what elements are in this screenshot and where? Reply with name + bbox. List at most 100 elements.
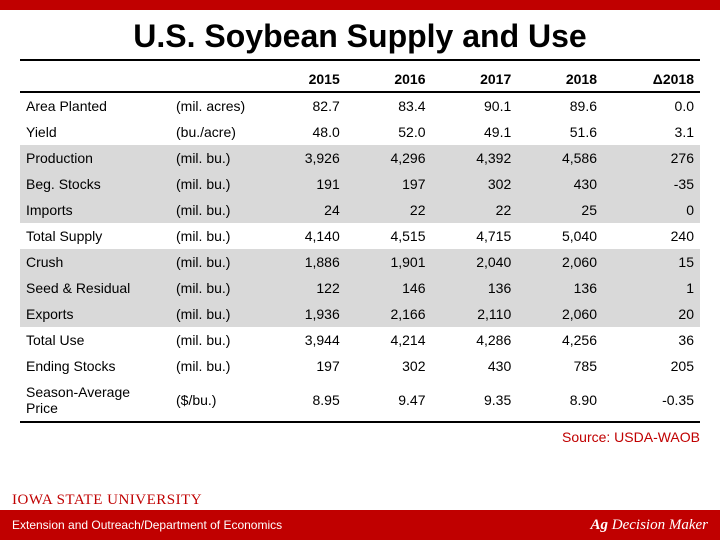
row-unit: (mil. bu.)	[170, 145, 260, 171]
row-unit: (mil. bu.)	[170, 223, 260, 249]
row-value: 20	[603, 301, 700, 327]
supply-use-table-container: 2015 2016 2017 2018 Δ2018 Area Planted(m…	[20, 67, 700, 423]
table-row: Crush(mil. bu.)1,8861,9012,0402,06015	[20, 249, 700, 275]
row-value: 4,214	[346, 327, 432, 353]
row-value: 4,515	[346, 223, 432, 249]
table-row: Ending Stocks(mil. bu.)197302430785205	[20, 353, 700, 379]
row-value: 82.7	[260, 92, 346, 119]
row-label: Total Use	[20, 327, 170, 353]
row-value: 240	[603, 223, 700, 249]
row-value: 4,140	[260, 223, 346, 249]
table-row: Beg. Stocks(mil. bu.)191197302430-35	[20, 171, 700, 197]
row-value: 22	[432, 197, 518, 223]
row-value: 15	[603, 249, 700, 275]
table-row: Imports(mil. bu.)242222250	[20, 197, 700, 223]
row-value: 1,936	[260, 301, 346, 327]
footer-right-ag: Ag	[591, 517, 609, 533]
page-title: U.S. Soybean Supply and Use	[20, 10, 700, 61]
row-value: 4,392	[432, 145, 518, 171]
row-value: 146	[346, 275, 432, 301]
row-label: Season-Average Price	[20, 379, 170, 422]
row-unit: (mil. bu.)	[170, 327, 260, 353]
row-value: 2,110	[432, 301, 518, 327]
row-value: 136	[517, 275, 603, 301]
row-value: 9.47	[346, 379, 432, 422]
row-value: 4,256	[517, 327, 603, 353]
col-header-2017: 2017	[432, 67, 518, 92]
row-value: 302	[346, 353, 432, 379]
row-value: 2,166	[346, 301, 432, 327]
row-label: Exports	[20, 301, 170, 327]
row-value: 191	[260, 171, 346, 197]
row-label: Beg. Stocks	[20, 171, 170, 197]
row-value: 136	[432, 275, 518, 301]
row-value: 89.6	[517, 92, 603, 119]
row-value: 3.1	[603, 119, 700, 145]
col-header-blank2	[170, 67, 260, 92]
row-unit: (bu./acre)	[170, 119, 260, 145]
table-row: Area Planted(mil. acres)82.783.490.189.6…	[20, 92, 700, 119]
table-body: Area Planted(mil. acres)82.783.490.189.6…	[20, 92, 700, 422]
footer-bar: Extension and Outreach/Department of Eco…	[0, 510, 720, 540]
table-row: Season-Average Price($/bu.)8.959.479.358…	[20, 379, 700, 422]
row-value: 51.6	[517, 119, 603, 145]
row-unit: (mil. acres)	[170, 92, 260, 119]
top-red-bar	[0, 0, 720, 10]
row-value: 197	[260, 353, 346, 379]
footer-right-rest: Decision Maker	[608, 517, 708, 533]
row-value: 52.0	[346, 119, 432, 145]
row-label: Imports	[20, 197, 170, 223]
row-value: 4,586	[517, 145, 603, 171]
row-value: 430	[432, 353, 518, 379]
row-value: 205	[603, 353, 700, 379]
row-value: 785	[517, 353, 603, 379]
row-unit: ($/bu.)	[170, 379, 260, 422]
row-value: 430	[517, 171, 603, 197]
table-row: Production(mil. bu.)3,9264,2964,3924,586…	[20, 145, 700, 171]
row-value: 1,886	[260, 249, 346, 275]
row-value: 49.1	[432, 119, 518, 145]
row-value: 4,296	[346, 145, 432, 171]
row-value: 2,040	[432, 249, 518, 275]
row-value: 22	[346, 197, 432, 223]
row-value: -0.35	[603, 379, 700, 422]
row-value: 122	[260, 275, 346, 301]
row-value: 1,901	[346, 249, 432, 275]
row-value: 48.0	[260, 119, 346, 145]
row-value: 4,715	[432, 223, 518, 249]
row-value: 25	[517, 197, 603, 223]
supply-use-table: 2015 2016 2017 2018 Δ2018 Area Planted(m…	[20, 67, 700, 423]
table-row: Yield(bu./acre)48.052.049.151.63.1	[20, 119, 700, 145]
row-value: 24	[260, 197, 346, 223]
row-label: Total Supply	[20, 223, 170, 249]
row-value: 197	[346, 171, 432, 197]
table-row: Total Supply(mil. bu.)4,1404,5154,7155,0…	[20, 223, 700, 249]
row-label: Seed & Residual	[20, 275, 170, 301]
row-value: 0	[603, 197, 700, 223]
row-unit: (mil. bu.)	[170, 171, 260, 197]
row-value: 302	[432, 171, 518, 197]
row-value: 8.90	[517, 379, 603, 422]
row-label: Ending Stocks	[20, 353, 170, 379]
table-row: Exports(mil. bu.)1,9362,1662,1102,06020	[20, 301, 700, 327]
table-header-row: 2015 2016 2017 2018 Δ2018	[20, 67, 700, 92]
row-value: 1	[603, 275, 700, 301]
row-label: Area Planted	[20, 92, 170, 119]
row-value: 9.35	[432, 379, 518, 422]
row-unit: (mil. bu.)	[170, 249, 260, 275]
row-value: 3,926	[260, 145, 346, 171]
source-citation: Source: USDA-WAOB	[0, 429, 700, 445]
row-value: 83.4	[346, 92, 432, 119]
row-unit: (mil. bu.)	[170, 301, 260, 327]
row-value: 0.0	[603, 92, 700, 119]
col-header-2016: 2016	[346, 67, 432, 92]
table-row: Total Use(mil. bu.)3,9444,2144,2864,2563…	[20, 327, 700, 353]
row-unit: (mil. bu.)	[170, 197, 260, 223]
col-header-2015: 2015	[260, 67, 346, 92]
row-value: 4,286	[432, 327, 518, 353]
isu-logo: IOWA STATE UNIVERSITY	[12, 490, 202, 510]
isu-logo-text: IOWA STATE UNIVERSITY	[12, 492, 202, 509]
row-value: -35	[603, 171, 700, 197]
row-value: 36	[603, 327, 700, 353]
row-unit: (mil. bu.)	[170, 353, 260, 379]
